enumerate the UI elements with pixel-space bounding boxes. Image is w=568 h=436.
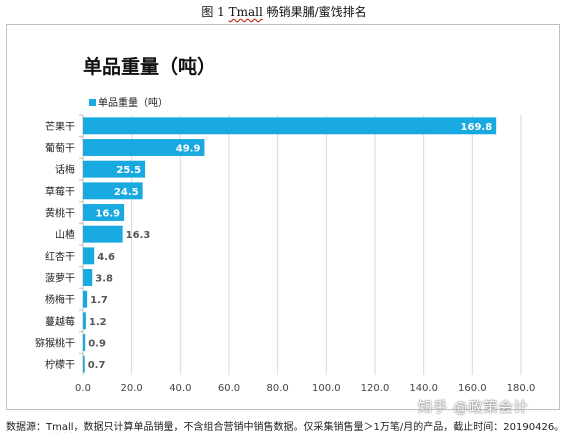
- data-label: 1.7: [90, 295, 108, 306]
- bar: [83, 117, 497, 135]
- x-tick-label: 100.0: [312, 383, 341, 394]
- bar: [83, 334, 86, 351]
- x-tick-label: 160.0: [458, 383, 487, 394]
- x-tick-label: 140.0: [409, 383, 438, 394]
- bar: [83, 312, 86, 330]
- data-label: 4.6: [97, 252, 115, 263]
- source-note: 数据源：Tmall，数据只计算单品销量，不含组合营销中销售数据。仅采集销售量＞1…: [6, 418, 566, 433]
- data-label: 24.5: [114, 187, 139, 198]
- bar: [83, 182, 143, 200]
- bar: [83, 247, 95, 265]
- data-label: 169.8: [461, 122, 493, 133]
- category-label: 蔓越莓: [45, 315, 75, 328]
- data-label: 25.5: [116, 165, 141, 176]
- legend-label: 单品重量（吨）: [98, 96, 168, 109]
- bar: [83, 355, 85, 373]
- caption-prefix: 图 1: [201, 5, 229, 19]
- category-label: 柠檬干: [45, 358, 75, 371]
- bar: [83, 290, 88, 308]
- bar: [83, 204, 125, 221]
- chart-title: 单品重量（吨）: [83, 55, 216, 78]
- x-tick-label: 120.0: [361, 383, 390, 394]
- data-label: 0.9: [88, 339, 106, 350]
- figure-caption: 图 1 Tmall 畅销果脯/蜜饯排名: [0, 3, 568, 20]
- bar: [83, 160, 146, 178]
- x-tick-label: 40.0: [169, 383, 191, 394]
- caption-rest: 畅销果脯/蜜饯排名: [262, 5, 367, 19]
- legend-swatch: [89, 99, 96, 106]
- x-tick-label: 20.0: [121, 383, 143, 394]
- category-label: 草莓干: [45, 186, 75, 198]
- bar: [83, 269, 93, 286]
- bar: [83, 225, 123, 243]
- source-app-name: Tmall: [46, 422, 74, 433]
- category-label: 山楂: [55, 228, 75, 241]
- category-label: 话梅: [55, 163, 75, 176]
- category-label: 芒果干: [45, 120, 75, 133]
- category-label: 红杏干: [45, 250, 75, 263]
- x-tick-label: 0.0: [75, 383, 91, 394]
- source-prefix: 数据源：: [6, 422, 46, 433]
- caption-app-name: Tmall: [228, 5, 263, 19]
- bar: [83, 139, 205, 156]
- x-tick-label: 180.0: [507, 383, 536, 394]
- data-label: 3.8: [95, 274, 113, 285]
- data-label: 1.2: [89, 317, 107, 328]
- category-label: 杨梅干: [45, 293, 75, 306]
- x-tick-label: 60.0: [218, 383, 240, 394]
- data-label: 16.3: [126, 230, 151, 241]
- category-label: 黄桃干: [45, 207, 75, 220]
- category-label: 葡萄干: [45, 142, 75, 155]
- category-label: 菠萝干: [45, 273, 75, 285]
- data-label: 16.9: [95, 209, 120, 220]
- data-label: 49.9: [176, 144, 201, 155]
- category-label: 猕猴桃干: [35, 337, 75, 350]
- source-rest: ，数据只计算单品销量，不含组合营销中销售数据。仅采集销售量＞1万笔/月的产品，截…: [73, 422, 565, 433]
- data-label: 0.7: [88, 360, 106, 371]
- x-tick-label: 80.0: [267, 383, 289, 394]
- watermark: 知乎 @政策会计: [418, 400, 529, 416]
